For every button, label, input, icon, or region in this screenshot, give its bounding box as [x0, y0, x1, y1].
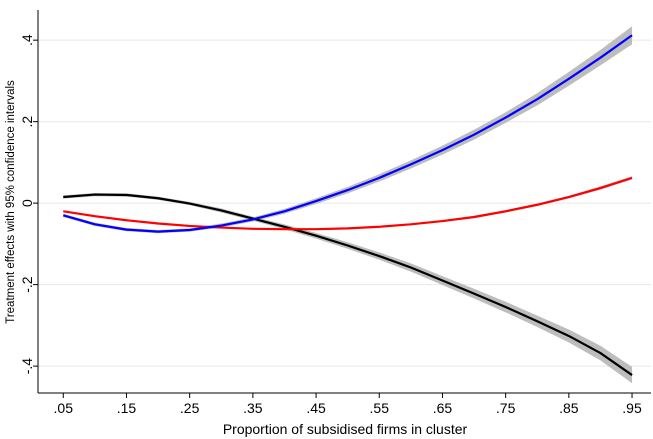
x-tick-label: .95 — [622, 400, 642, 416]
x-tick-label: .35 — [243, 400, 263, 416]
x-tick-label: .75 — [496, 400, 516, 416]
y-tick-label: -.4 — [19, 358, 35, 375]
y-tick-label: .2 — [19, 116, 35, 128]
series-line — [63, 193, 633, 376]
x-tick-label: .15 — [117, 400, 137, 416]
x-tick-label: .25 — [180, 400, 200, 416]
x-tick-label: .45 — [306, 400, 326, 416]
ci-band — [63, 26, 633, 234]
y-tick-label: .4 — [19, 34, 35, 46]
x-axis-title: Proportion of subsidised firms in cluste… — [223, 421, 468, 437]
x-tick-label: .85 — [559, 400, 579, 416]
y-tick-label: 0 — [19, 199, 35, 207]
x-tick-label: .55 — [370, 400, 390, 416]
series-line — [62, 34, 633, 233]
x-tick-label: .05 — [54, 400, 74, 416]
y-tick-label: -.2 — [19, 276, 35, 293]
x-tick-label: .65 — [433, 400, 453, 416]
y-axis-title: Treatment effects with 95% confidence in… — [5, 80, 17, 324]
series-line — [63, 176, 633, 231]
